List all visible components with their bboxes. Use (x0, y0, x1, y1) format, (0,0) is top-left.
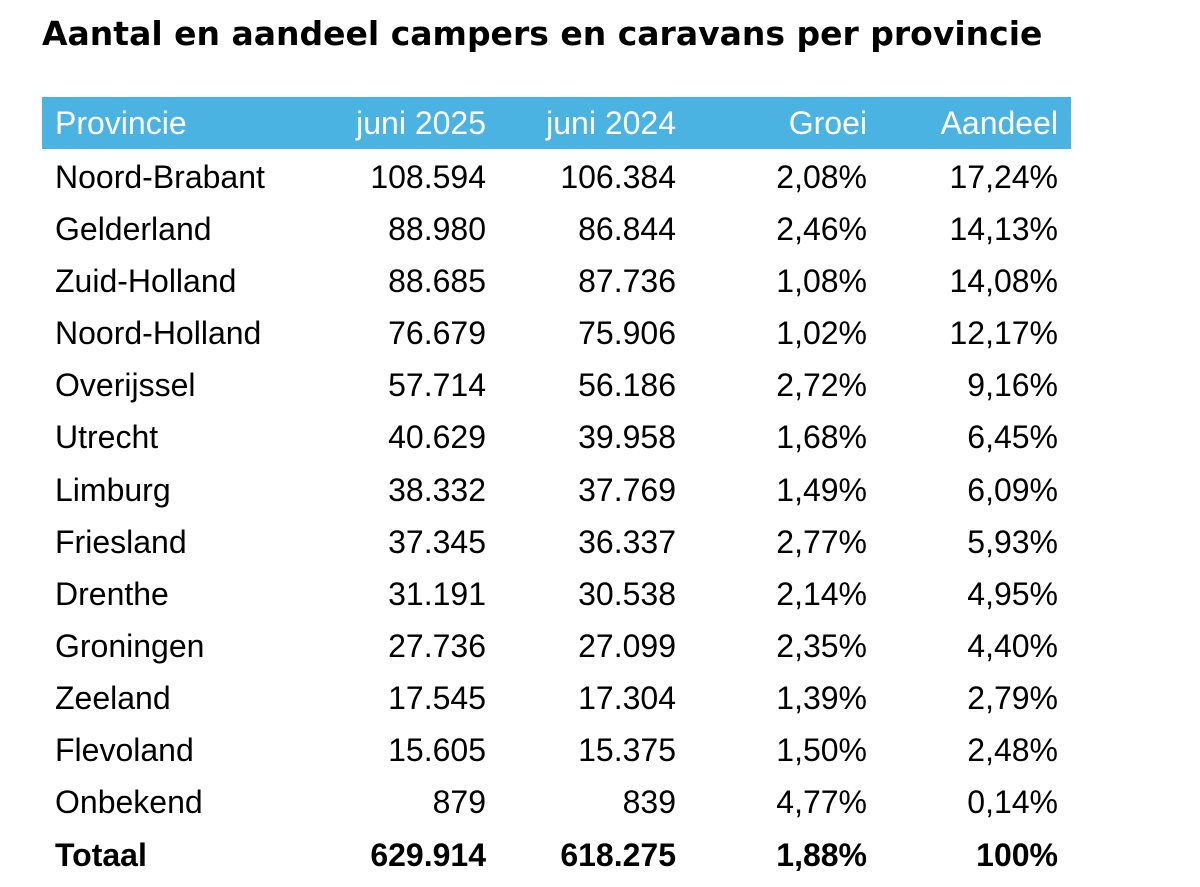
cell-column-june-2024: 30.538 (578, 575, 676, 612)
cell-column-june-2025: 76.679 (388, 315, 486, 352)
table-row: Friesland 37.345 36.337 2,77% 5,93% (42, 514, 1071, 566)
cell-column-growth: 2,77% (776, 523, 867, 560)
cell-column-share: 17,24% (949, 159, 1058, 195)
cell-column-share: 12,17% (949, 315, 1058, 352)
cell-column-share: 4,40% (967, 627, 1058, 664)
cell-column-growth: 2,08% (776, 159, 867, 195)
table-row: Flevoland 15.605 15.375 1,50% 2,48% (42, 722, 1071, 774)
cell-column-june-2025: 38.332 (388, 471, 486, 508)
cell-column-province: Groningen (55, 627, 205, 664)
cell-column-june-2024: 86.844 (578, 211, 676, 248)
data-table: Provincie juni 2025 juni 2024 Groei Aandeel … (42, 97, 1071, 878)
cell-column-province: Gelderland (55, 211, 212, 248)
header-column-province: Provincie (55, 105, 187, 141)
cell-column-province: Noord-Holland (55, 315, 262, 352)
cell-column-share: 6,45% (967, 419, 1058, 456)
total-column-share: 100% (976, 837, 1058, 874)
total-column-growth: 1,88% (776, 837, 867, 874)
cell-column-june-2024: 106.384 (560, 159, 676, 195)
table-row: Noord-Holland 76.679 75.906 1,02% 12,17% (42, 305, 1071, 357)
total-column-province: Totaal (55, 837, 147, 874)
table-total-row: Totaal 629.914 618.275 1,88% 100% (42, 826, 1071, 878)
header-column-june-2024: juni 2024 (546, 105, 676, 141)
chart-title: Aantal en aandeel campers en caravans pe… (42, 14, 1043, 53)
cell-column-june-2024: 839 (622, 784, 676, 821)
header-column-share: Aandeel (940, 105, 1058, 141)
cell-column-share: 4,95% (967, 575, 1058, 612)
cell-column-province: Zeeland (55, 679, 171, 716)
cell-column-province: Onbekend (55, 784, 203, 821)
cell-column-june-2025: 40.629 (388, 419, 486, 456)
cell-column-share: 14,13% (949, 211, 1058, 248)
header-column-june-2025: juni 2025 (356, 105, 486, 141)
cell-column-june-2025: 37.345 (388, 523, 486, 560)
cell-column-june-2025: 88.980 (388, 211, 486, 248)
table-row: Overijssel 57.714 56.186 2,72% 9,16% (42, 357, 1071, 409)
cell-column-june-2024: 75.906 (578, 315, 676, 352)
header-column-growth: Groei (788, 105, 867, 141)
cell-column-province: Zuid-Holland (55, 263, 237, 300)
table-row: Groningen 27.736 27.099 2,35% 4,40% (42, 618, 1071, 670)
cell-column-share: 14,08% (949, 263, 1058, 300)
total-column-june-2024: 618.275 (560, 837, 676, 874)
cell-column-share: 9,16% (967, 367, 1058, 404)
cell-column-share: 5,93% (967, 523, 1058, 560)
table-row: Drenthe 31.191 30.538 2,14% 4,95% (42, 566, 1071, 618)
table-row: Noord-Brabant 108.594 106.384 2,08% 17,24% (42, 149, 1071, 201)
cell-column-june-2025: 108.594 (370, 159, 486, 195)
cell-column-share: 2,48% (967, 732, 1058, 769)
cell-column-growth: 1,02% (776, 315, 867, 352)
cell-column-june-2024: 37.769 (578, 471, 676, 508)
cell-column-june-2024: 39.958 (578, 419, 676, 456)
total-column-june-2025: 629.914 (370, 837, 486, 874)
cell-column-growth: 1,50% (776, 732, 867, 769)
table-row: Utrecht 40.629 39.958 1,68% 6,45% (42, 409, 1071, 461)
table-row: Onbekend 879 839 4,77% 0,14% (42, 774, 1071, 826)
cell-column-province: Flevoland (55, 732, 194, 769)
cell-column-june-2025: 31.191 (388, 575, 486, 612)
table-row: Limburg 38.332 37.769 1,49% 6,09% (42, 462, 1071, 514)
cell-column-june-2024: 36.337 (578, 523, 676, 560)
cell-column-june-2024: 87.736 (578, 263, 676, 300)
cell-column-june-2024: 56.186 (578, 367, 676, 404)
cell-column-growth: 1,68% (776, 419, 867, 456)
table-header-row: Provincie juni 2025 juni 2024 Groei Aandeel (42, 97, 1071, 149)
cell-column-share: 0,14% (967, 784, 1058, 821)
cell-column-june-2025: 17.545 (388, 679, 486, 716)
table-row: Zeeland 17.545 17.304 1,39% 2,79% (42, 670, 1071, 722)
cell-column-growth: 4,77% (776, 784, 867, 821)
cell-column-growth: 2,14% (776, 575, 867, 612)
cell-column-province: Drenthe (55, 575, 169, 612)
cell-column-province: Noord-Brabant (55, 159, 265, 195)
table-row: Gelderland 88.980 86.844 2,46% 14,13% (42, 201, 1071, 253)
cell-column-june-2025: 88.685 (388, 263, 486, 300)
cell-column-june-2024: 27.099 (578, 627, 676, 664)
cell-column-june-2025: 27.736 (388, 627, 486, 664)
cell-column-june-2024: 15.375 (578, 732, 676, 769)
cell-column-share: 6,09% (967, 471, 1058, 508)
cell-column-growth: 2,72% (776, 367, 867, 404)
cell-column-growth: 1,08% (776, 263, 867, 300)
cell-column-june-2025: 57.714 (388, 367, 486, 404)
cell-column-june-2024: 17.304 (578, 679, 676, 716)
cell-column-province: Overijssel (55, 367, 196, 404)
cell-column-june-2025: 879 (432, 784, 486, 821)
cell-column-growth: 1,39% (776, 679, 867, 716)
cell-column-growth: 2,35% (776, 627, 867, 664)
cell-column-province: Utrecht (55, 419, 159, 456)
cell-column-province: Friesland (55, 523, 187, 560)
cell-column-growth: 1,49% (776, 471, 867, 508)
cell-column-province: Limburg (55, 471, 171, 508)
cell-column-june-2025: 15.605 (388, 732, 486, 769)
cell-column-growth: 2,46% (776, 211, 867, 248)
table-row: Zuid-Holland 88.685 87.736 1,08% 14,08% (42, 253, 1071, 305)
cell-column-share: 2,79% (967, 679, 1058, 716)
